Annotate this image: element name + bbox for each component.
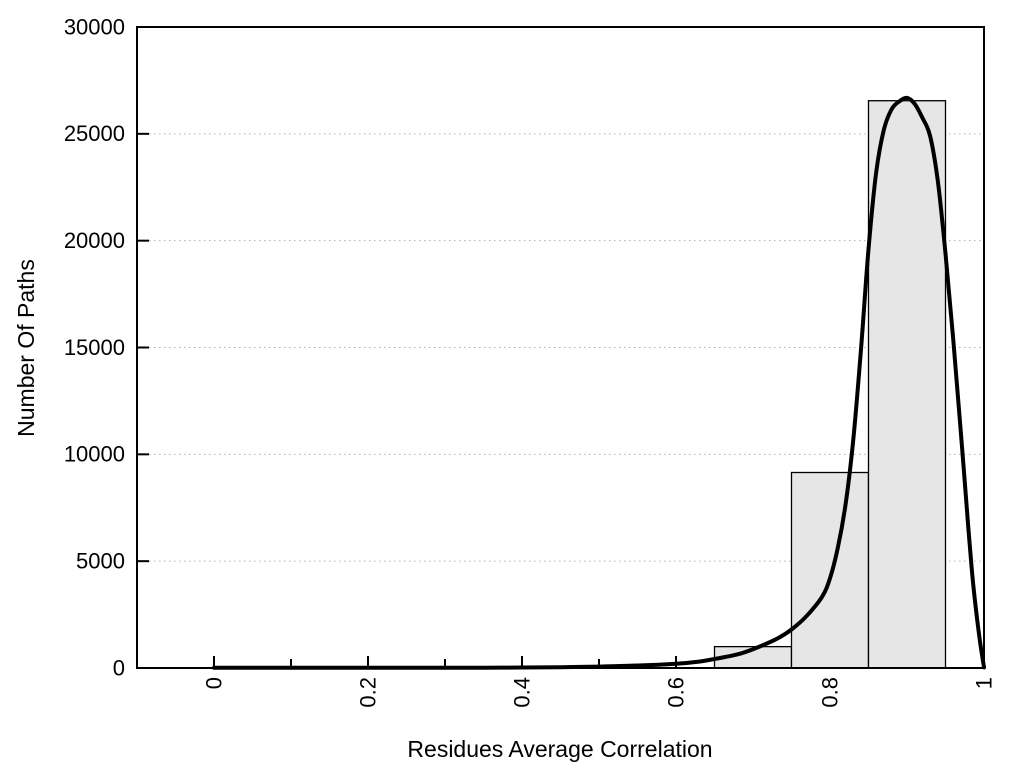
x-tick-label-1: 1 (971, 677, 996, 689)
histogram-bar-0.8 (790, 471, 870, 669)
histogram-bar-0.9 (867, 100, 947, 669)
y-tick-label-20000: 20000 (64, 228, 125, 253)
y-tick-label-0: 0 (113, 655, 125, 680)
x-tick-label-0.8: 0.8 (817, 677, 842, 708)
y-gridlines (139, 133, 982, 562)
x-axis-title: Residues Average Correlation (407, 736, 712, 762)
x-tick-label-0.4: 0.4 (509, 677, 534, 708)
y-tick-label-30000: 30000 (64, 14, 125, 39)
x-tick-labels: 0 0.2 0.4 0.6 0.8 1 (201, 677, 996, 708)
x-tick-label-0.2: 0.2 (355, 677, 380, 708)
y-axis-title: Number Of Paths (13, 259, 39, 437)
y-tick-label-25000: 25000 (64, 121, 125, 146)
histogram-bars (713, 100, 947, 669)
plot-border (136, 26, 985, 669)
y-tick-label-5000: 5000 (76, 548, 125, 573)
y-tick-labels: 0 5000 10000 15000 20000 25000 30000 (64, 14, 125, 680)
y-tick-label-15000: 15000 (64, 335, 125, 360)
y-tick-label-10000: 10000 (64, 442, 125, 467)
x-tick-label-0: 0 (201, 677, 226, 689)
x-tick-label-0.6: 0.6 (663, 677, 688, 708)
